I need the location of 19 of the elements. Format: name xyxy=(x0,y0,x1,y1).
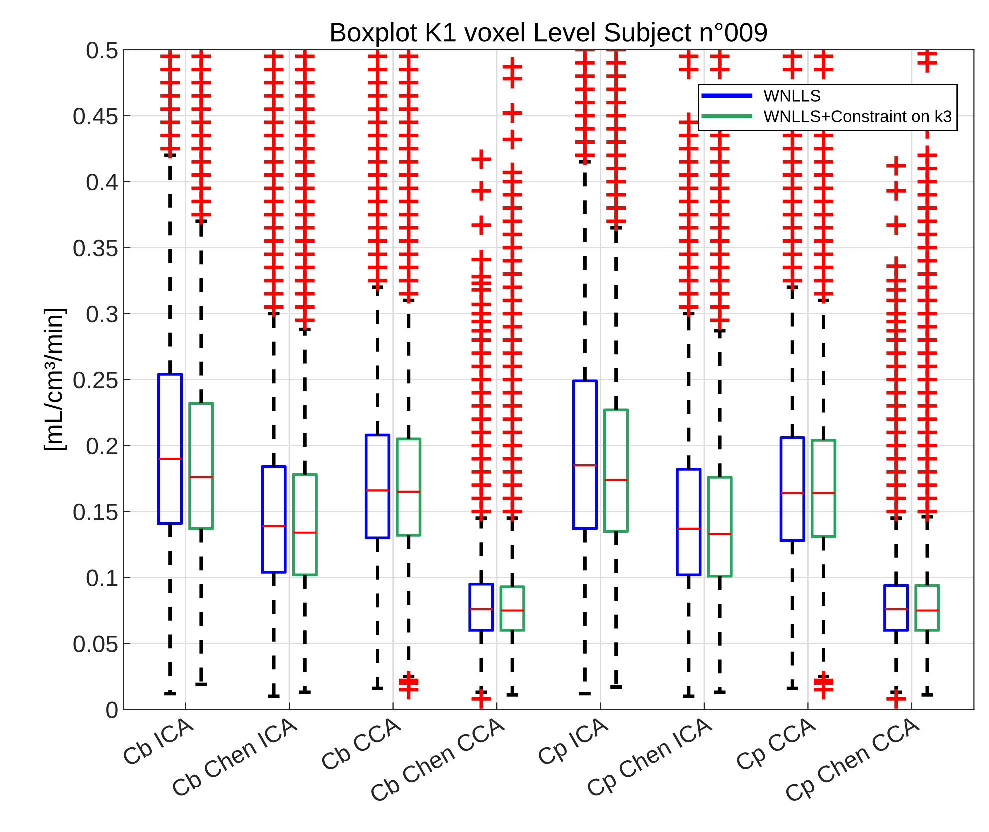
y-tick-label: 0.45 xyxy=(74,108,118,125)
y-axis-title: [mL/cm³/min] xyxy=(44,309,68,450)
legend-label: WNLLS+Constraint on k3 xyxy=(764,110,952,122)
x-tick-label: Cp CCA xyxy=(734,715,820,776)
x-tick-label: Cp ICA xyxy=(536,715,612,772)
x-tick-label: Cb ICA xyxy=(120,714,194,768)
y-tick-label: 0.4 xyxy=(86,174,118,191)
x-tick-label: Cb CCA xyxy=(319,714,402,772)
y-tick-label: 0.35 xyxy=(74,240,118,257)
y-tick-label: 0.25 xyxy=(74,372,118,389)
y-tick-label: 0.2 xyxy=(86,438,118,455)
y-tick-label: 0.05 xyxy=(74,636,118,653)
y-tick-label: 0.15 xyxy=(74,504,118,521)
y-tick-label: 0.3 xyxy=(86,306,118,323)
chart-title: Boxplot K1 voxel Level Subject n°009 xyxy=(332,22,768,48)
y-tick-label: 0.1 xyxy=(86,570,118,587)
y-tick-label: 0.5 xyxy=(86,42,118,59)
y-tick-label: 0 xyxy=(106,702,118,718)
legend-label: WNLLS xyxy=(764,90,820,102)
